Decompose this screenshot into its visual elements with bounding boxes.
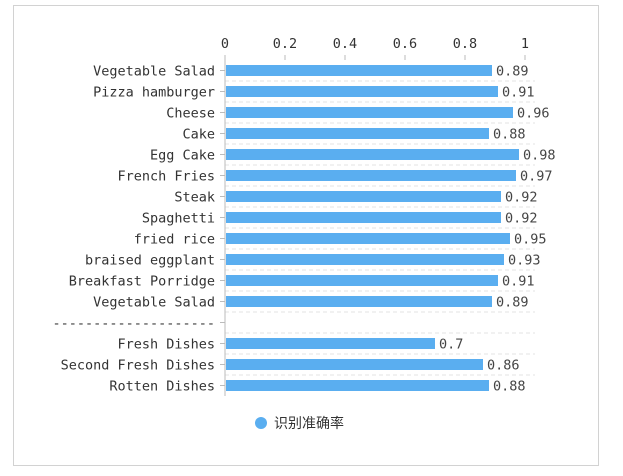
- bar[interactable]: [226, 170, 516, 181]
- value-label: 0.92: [505, 190, 538, 206]
- category-label: --------------------: [52, 316, 215, 332]
- category-label: Cheese: [166, 106, 215, 122]
- x-tick-label: 0.4: [333, 36, 357, 52]
- value-label: 0.89: [496, 295, 529, 311]
- category-label: Steak: [174, 190, 215, 206]
- x-tick-label: 0.6: [393, 36, 417, 52]
- category-label: Vegetable Salad: [93, 295, 215, 311]
- legend-label: 识别准确率: [274, 415, 344, 432]
- category-label: Egg Cake: [150, 148, 215, 164]
- category-label: fried rice: [134, 232, 215, 248]
- bar[interactable]: [226, 254, 504, 265]
- value-label: 0.7: [439, 337, 463, 353]
- value-label: 0.98: [523, 148, 556, 164]
- bar[interactable]: [226, 128, 489, 139]
- bar[interactable]: [226, 338, 435, 349]
- bar[interactable]: [226, 65, 492, 76]
- value-label: 0.91: [502, 274, 535, 290]
- bar[interactable]: [226, 275, 498, 286]
- bar[interactable]: [226, 191, 501, 202]
- value-label: 0.92: [505, 211, 538, 227]
- value-label: 0.91: [502, 85, 535, 101]
- bar[interactable]: [226, 86, 498, 97]
- legend[interactable]: 识别准确率: [255, 415, 344, 432]
- value-label: 0.96: [517, 106, 550, 122]
- x-tick-label: 0.2: [273, 36, 297, 52]
- category-label: French Fries: [117, 169, 215, 185]
- category-label: Fresh Dishes: [117, 337, 215, 353]
- value-label: 0.89: [496, 64, 529, 80]
- legend-marker: [255, 417, 267, 429]
- category-label: Spaghetti: [142, 211, 215, 227]
- bar[interactable]: [226, 359, 483, 370]
- category-label: Second Fresh Dishes: [61, 358, 215, 374]
- category-label: Cake: [182, 127, 215, 143]
- x-axis-ticks: 0 0.2 0.4 0.6 0.8 1: [221, 36, 529, 60]
- value-label: 0.93: [508, 253, 541, 269]
- bar[interactable]: [226, 380, 489, 391]
- grid: [225, 80, 535, 376]
- x-tick-label: 1: [521, 36, 529, 52]
- category-label: Rotten Dishes: [109, 379, 215, 395]
- value-label: 0.88: [493, 379, 526, 395]
- value-labels: 0.89 0.91 0.96 0.88 0.98 0.97 0.92 0.92 0.95 0.93…: [439, 64, 556, 395]
- x-tick-label: 0: [221, 36, 229, 52]
- value-label: 0.95: [514, 232, 547, 248]
- category-label: Pizza hamburger: [93, 85, 215, 101]
- bar[interactable]: [226, 212, 501, 223]
- value-label: 0.88: [493, 127, 526, 143]
- category-label: Vegetable Salad: [93, 64, 215, 80]
- category-label: braised eggplant: [85, 253, 215, 269]
- bar[interactable]: [226, 296, 492, 307]
- bar[interactable]: [226, 149, 519, 160]
- bar[interactable]: [226, 233, 510, 244]
- category-labels: Vegetable Salad Pizza hamburger Cheese Cake…: [52, 64, 225, 395]
- category-label: Breakfast Porridge: [69, 274, 215, 290]
- value-label: 0.97: [520, 169, 553, 185]
- bar[interactable]: [226, 107, 513, 118]
- value-label: 0.86: [487, 358, 520, 374]
- x-tick-label: 0.8: [453, 36, 477, 52]
- bars: [226, 65, 519, 391]
